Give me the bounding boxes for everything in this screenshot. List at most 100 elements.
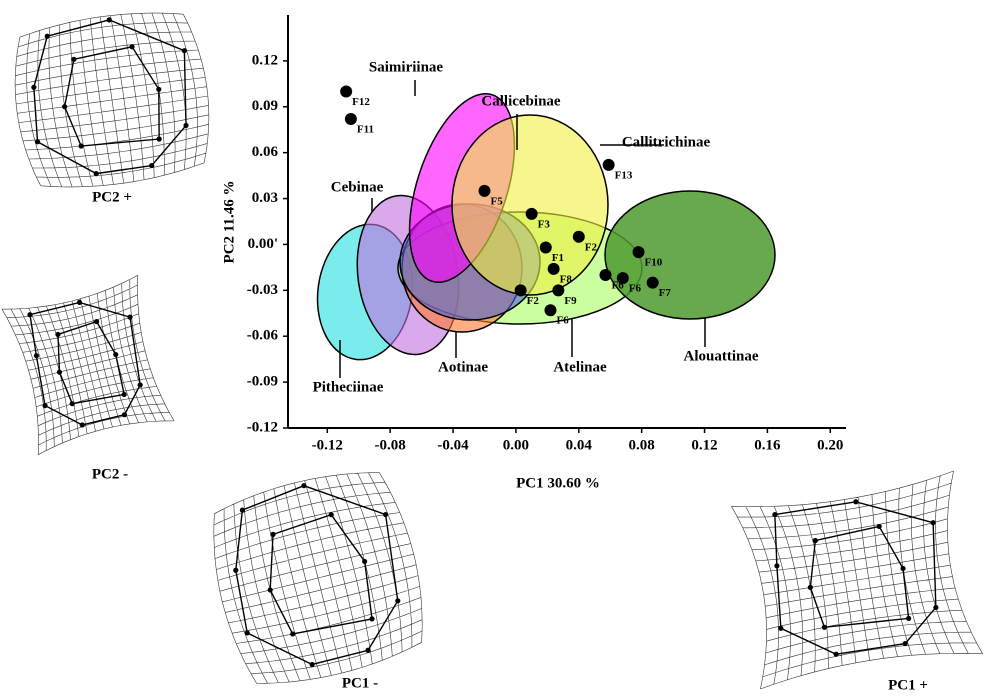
landmark	[395, 598, 400, 603]
x-tick-label: 0.00	[503, 437, 529, 453]
chart: Pitheciinae Cebinae Atelinae Aotinae Cal…	[0, 0, 984, 698]
y-axis-label: PC2 11.46 %	[221, 181, 237, 264]
point	[345, 113, 357, 125]
landmark	[778, 626, 783, 631]
grid-mesh	[2, 275, 174, 454]
landmark	[877, 524, 882, 529]
landmark	[365, 648, 370, 653]
y-tick-label: 0.12	[252, 52, 278, 68]
landmark	[813, 538, 818, 543]
shape-label: PC2 +	[92, 189, 132, 205]
point-label: F8	[560, 273, 573, 285]
point-label: F2	[585, 241, 598, 253]
landmark-outline	[58, 322, 124, 404]
x-tick-label: -0.04	[437, 437, 469, 453]
landmark	[138, 382, 143, 387]
landmark	[45, 34, 50, 39]
x-tick-label: 0.04	[566, 437, 593, 453]
landmark	[182, 48, 187, 53]
point-label: F2	[527, 295, 540, 307]
point	[633, 246, 645, 258]
point	[647, 277, 659, 289]
landmark	[156, 87, 161, 92]
landmark	[35, 139, 40, 144]
landmark	[34, 353, 39, 358]
y-tick-label: 0.09	[252, 98, 278, 114]
landmark	[933, 605, 938, 610]
point	[617, 272, 629, 284]
group-label: Pitheciinae	[313, 379, 384, 395]
landmark	[122, 412, 127, 417]
x-axis-label: PC1 30.60 %	[516, 475, 600, 491]
landmark	[853, 499, 858, 504]
y-tick-label: -0.09	[247, 374, 278, 390]
landmark	[900, 566, 905, 571]
landmark	[80, 422, 85, 427]
landmark	[157, 136, 162, 141]
landmark	[808, 585, 813, 590]
landmark	[834, 652, 839, 657]
shape-label: PC2 -	[92, 466, 128, 482]
landmark	[70, 401, 75, 406]
point	[603, 159, 615, 171]
point	[340, 85, 352, 97]
group-ellipse	[605, 191, 775, 319]
point-label: F6	[556, 315, 569, 327]
landmark	[149, 163, 154, 168]
landmark	[127, 315, 132, 320]
landmark	[329, 512, 334, 517]
point-label: F3	[538, 218, 551, 230]
landmark	[79, 143, 84, 148]
grid-mesh	[214, 473, 422, 684]
landmark-outline	[810, 526, 908, 627]
point-label: F1	[552, 252, 564, 264]
landmark	[774, 563, 779, 568]
group-label: Callitrichinae	[622, 134, 711, 150]
x-tick-label: 0.16	[754, 437, 781, 453]
landmark	[113, 352, 118, 357]
grid-mesh	[15, 13, 209, 187]
landmark	[362, 559, 367, 564]
y-tick-label: -0.06	[247, 328, 279, 344]
point-label: F13	[615, 169, 633, 181]
y-tick-label: 0.03	[252, 190, 278, 206]
point	[540, 242, 552, 254]
point	[552, 284, 564, 296]
landmark	[369, 616, 374, 621]
x-tick-label: 0.20	[817, 437, 843, 453]
landmark	[822, 625, 827, 630]
x-tick-label: -0.08	[375, 437, 406, 453]
shape-label: PC1 +	[888, 677, 928, 693]
point	[600, 269, 612, 281]
landmark	[42, 403, 47, 408]
group-label: Atelinae	[553, 359, 607, 375]
point-label: F9	[564, 295, 577, 307]
landmark	[268, 587, 273, 592]
x-tick-label: -0.12	[312, 437, 343, 453]
group-label: Saimiriinae	[369, 59, 444, 75]
landmark	[31, 85, 36, 90]
landmark-outline	[775, 502, 936, 654]
landmark	[71, 57, 76, 62]
landmark	[94, 171, 99, 176]
point-label: F5	[490, 195, 503, 207]
group-label: Alouattinae	[684, 348, 759, 364]
point	[544, 304, 556, 316]
landmark	[107, 17, 112, 22]
landmark	[183, 123, 188, 128]
y-tick-label: 0.00'	[248, 236, 278, 252]
landmark-outline	[236, 486, 398, 665]
group-ellipse	[452, 115, 608, 295]
landmark	[55, 332, 60, 337]
landmark	[310, 662, 315, 667]
landmark	[245, 630, 250, 635]
landmark	[57, 370, 62, 375]
landmark-outline	[65, 47, 160, 146]
landmark	[233, 568, 238, 573]
point	[478, 185, 490, 197]
landmark	[62, 104, 67, 109]
landmark	[270, 532, 275, 537]
point-label: F7	[659, 287, 672, 299]
landmark	[240, 507, 245, 512]
group-label: Aotinae	[438, 359, 488, 375]
